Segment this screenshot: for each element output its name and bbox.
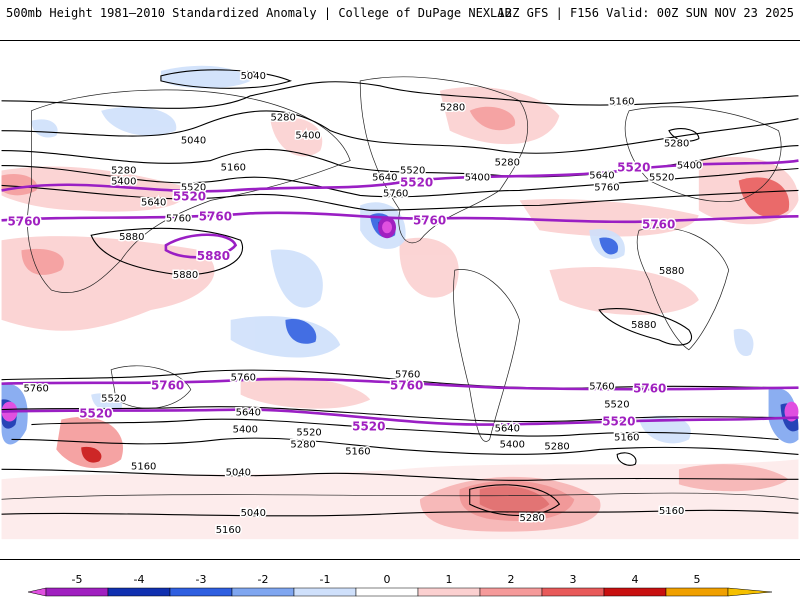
colorbar-label: 4 [632, 573, 639, 586]
svg-text:5760: 5760 [642, 217, 675, 231]
svg-text:5760: 5760 [589, 382, 614, 393]
svg-text:5880: 5880 [659, 266, 684, 277]
svg-text:5880: 5880 [631, 320, 656, 331]
svg-text:5280: 5280 [290, 439, 315, 450]
svg-text:5280: 5280 [271, 113, 296, 124]
colorbar-labels: -5 -4 -3 -2 -1 0 1 2 3 4 5 [72, 573, 701, 586]
colorbar-label: 0 [384, 573, 391, 586]
svg-text:5160: 5160 [659, 506, 684, 517]
svg-text:5160: 5160 [131, 461, 156, 472]
colorbar-swatch [45, 587, 109, 597]
svg-text:5040: 5040 [241, 71, 266, 82]
colorbar-swatch [727, 587, 773, 597]
svg-text:5280: 5280 [495, 158, 520, 169]
svg-text:5640: 5640 [495, 423, 520, 434]
svg-text:5640: 5640 [589, 170, 614, 181]
colorbar-label: -4 [134, 573, 145, 586]
svg-text:5400: 5400 [677, 161, 702, 172]
colorbar-label: 2 [508, 573, 515, 586]
contour-labels: 5040 5040 5040 5040 5160 5160 5160 5160 … [22, 69, 704, 537]
svg-text:5520: 5520 [79, 407, 112, 421]
model-run-info: 12Z GFS | F156 Valid: 00Z SUN NOV 23 202… [497, 6, 794, 20]
svg-text:5040: 5040 [181, 136, 206, 147]
svg-text:5760: 5760 [23, 384, 48, 395]
colorbar-label: -3 [196, 573, 207, 586]
svg-text:5160: 5160 [614, 432, 639, 443]
svg-text:5520: 5520 [649, 172, 674, 183]
svg-text:5280: 5280 [520, 513, 545, 524]
colorbar-swatch [479, 587, 543, 597]
svg-text:5760: 5760 [231, 373, 256, 384]
anomaly-colorbar: -5 -4 -3 -2 -1 0 1 2 3 4 5 [27, 573, 773, 597]
svg-text:5040: 5040 [241, 508, 266, 519]
svg-text:5040: 5040 [226, 467, 251, 478]
colorbar-label: 3 [570, 573, 577, 586]
svg-text:5520: 5520 [400, 175, 433, 189]
colorbar-label: -5 [72, 573, 83, 586]
colorbar-label: 1 [446, 573, 453, 586]
svg-text:5760: 5760 [390, 379, 423, 393]
svg-text:5400: 5400 [465, 172, 490, 183]
svg-text:5160: 5160 [216, 525, 241, 536]
svg-text:5520: 5520 [617, 160, 650, 174]
colorbar-swatch [27, 587, 47, 597]
positive-anomaly-shading [1, 86, 799, 540]
svg-text:5760: 5760 [395, 370, 420, 381]
svg-text:5760: 5760 [413, 213, 446, 227]
colorbar-swatch [355, 587, 419, 597]
svg-text:5280: 5280 [440, 103, 465, 114]
colorbar-label: -2 [258, 573, 269, 586]
height-contours [1, 69, 799, 517]
svg-text:5520: 5520 [101, 394, 126, 405]
svg-text:5400: 5400 [295, 131, 320, 142]
colorbar-swatches [27, 587, 773, 597]
svg-text:5760: 5760 [8, 214, 41, 228]
svg-text:5880: 5880 [173, 270, 198, 281]
svg-text:5880: 5880 [119, 232, 144, 243]
key-height-contours [1, 159, 799, 426]
svg-text:5160: 5160 [609, 97, 634, 108]
colorbar-swatch [541, 587, 605, 597]
svg-text:5400: 5400 [111, 176, 136, 187]
svg-text:5520: 5520 [400, 165, 425, 176]
colorbar-swatch [665, 587, 729, 597]
svg-text:5280: 5280 [664, 139, 689, 150]
colorbar-label: -1 [320, 573, 331, 586]
colorbar-swatch [169, 587, 233, 597]
svg-text:5640: 5640 [141, 197, 166, 208]
svg-text:5520: 5520 [296, 427, 321, 438]
svg-text:5760: 5760 [633, 382, 666, 396]
svg-text:5880: 5880 [197, 249, 230, 263]
svg-text:5520: 5520 [173, 189, 206, 203]
svg-text:5640: 5640 [236, 408, 261, 419]
world-anomaly-map: 5040 5040 5040 5040 5160 5160 5160 5160 … [0, 40, 800, 560]
svg-text:5160: 5160 [221, 163, 246, 174]
map-title: 500mb Height 1981–2010 Standardized Anom… [6, 6, 512, 20]
svg-text:5280: 5280 [544, 441, 569, 452]
svg-text:5760: 5760 [199, 209, 232, 223]
svg-text:5760: 5760 [151, 379, 184, 393]
svg-text:5280: 5280 [111, 165, 136, 176]
svg-text:5520: 5520 [181, 182, 206, 193]
svg-text:5400: 5400 [233, 424, 258, 435]
key-contour-labels: 5520 5520 5520 5520 5520 5520 5760 5760 … [6, 159, 677, 435]
colorbar-swatch [417, 587, 481, 597]
colorbar-swatch [293, 587, 357, 597]
svg-text:5520: 5520 [602, 415, 635, 429]
colorbar-swatch [231, 587, 295, 597]
svg-text:5760: 5760 [383, 188, 408, 199]
svg-text:5160: 5160 [345, 446, 370, 457]
svg-text:5520: 5520 [352, 419, 385, 433]
colorbar-swatch [107, 587, 171, 597]
svg-text:5520: 5520 [604, 400, 629, 411]
continent-outlines [1, 76, 799, 500]
colorbar-swatch [603, 587, 667, 597]
svg-text:5400: 5400 [500, 439, 525, 450]
colorbar-label: 5 [694, 573, 701, 586]
svg-text:5640: 5640 [372, 172, 397, 183]
svg-text:5760: 5760 [166, 213, 191, 224]
svg-text:5760: 5760 [594, 182, 619, 193]
